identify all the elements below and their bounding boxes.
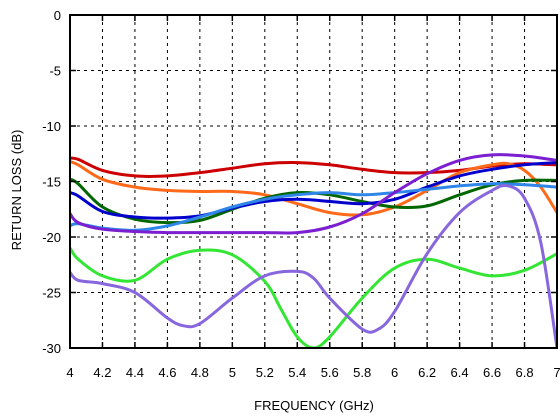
x-axis-label: FREQUENCY (GHz) [254,398,374,413]
y-axis-ticks: 0 -5 -10 -15 -20 -25 -30 [42,8,557,356]
x-tick-label: 4.8 [191,365,209,380]
x-tick-label: 4 [66,365,73,380]
series-line-2 [70,160,557,217]
x-tick-label: 5.4 [288,365,306,380]
x-tick-label: 5.6 [321,365,339,380]
x-tick-label: 6.2 [418,365,436,380]
x-tick-label: 6.4 [451,365,469,380]
y-tick-label: -5 [49,64,61,79]
x-tick-label: 4.6 [158,365,176,380]
series-line-4 [70,161,557,220]
y-tick-label: 0 [54,8,61,23]
series-line-8 [70,183,557,348]
x-tick-label: 5.2 [256,365,274,380]
y-tick-label: -30 [42,341,61,356]
y-tick-label: -25 [42,286,61,301]
series-line-7 [70,246,557,348]
y-axis-label: RETURN LOSS (dB) [9,130,24,251]
y-tick-label: -15 [42,175,61,190]
x-tick-label: 6 [391,365,398,380]
x-tick-label: 7 [553,365,560,380]
x-tick-label: 4.2 [93,365,111,380]
x-tick-label: 5.8 [353,365,371,380]
x-tick-label: 6.8 [515,365,533,380]
y-tick-label: -20 [42,230,61,245]
plot-area [70,153,557,348]
x-tick-label: 6.6 [483,365,501,380]
x-axis-ticks: 4 4.2 4.4 4.6 4.8 5 5.2 5.4 5.6 5.8 6 6.2 6.4 6.6 6.8 7 [66,15,560,380]
x-tick-label: 5 [229,365,236,380]
x-tick-label: 4.4 [126,365,144,380]
series-line-6 [70,153,557,235]
y-tick-label: -10 [42,119,61,134]
